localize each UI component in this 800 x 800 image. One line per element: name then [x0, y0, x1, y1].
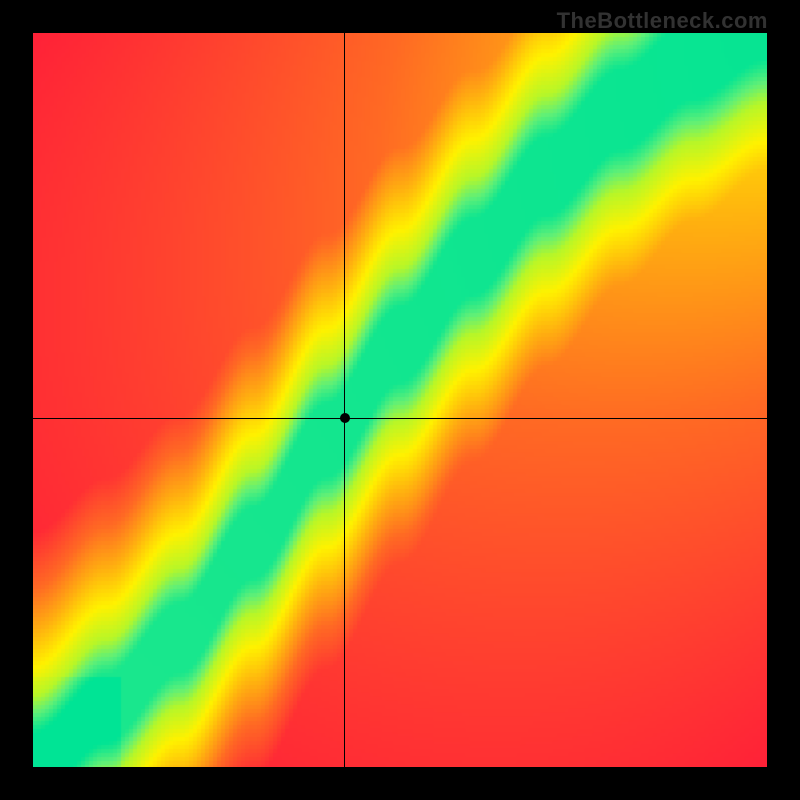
heatmap-plot — [33, 33, 767, 767]
heatmap-canvas — [33, 33, 767, 767]
crosshair-horizontal — [33, 418, 767, 419]
crosshair-marker — [340, 413, 350, 423]
crosshair-vertical — [344, 33, 345, 767]
watermark-text: TheBottleneck.com — [557, 8, 768, 34]
